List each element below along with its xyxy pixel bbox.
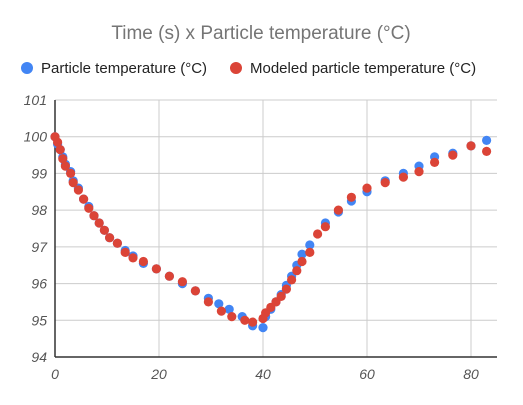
data-point <box>380 178 390 188</box>
data-point <box>203 297 213 307</box>
axes <box>54 100 497 358</box>
data-point <box>224 304 234 314</box>
data-point <box>105 233 115 243</box>
data-point <box>398 172 408 182</box>
data-point <box>214 299 224 309</box>
data-point <box>313 229 323 239</box>
chart-title: Time (s) x Particle temperature (°C) <box>111 23 410 44</box>
x-tick-label: 80 <box>463 366 479 382</box>
legend: Particle temperature (°C) Modeled partic… <box>21 60 476 77</box>
y-tick-label: 99 <box>31 165 47 181</box>
data-point <box>151 264 161 274</box>
tick-labels: 94 95 96 97 98 99 100 101 0 20 40 60 80 <box>24 92 479 382</box>
data-point <box>177 277 187 287</box>
data-point <box>55 145 65 155</box>
x-tick-label: 20 <box>150 366 167 382</box>
data-point <box>66 168 76 178</box>
series-particle-temperature <box>50 132 492 333</box>
data-point <box>60 161 70 171</box>
x-tick-label: 40 <box>255 366 271 382</box>
y-tick-label: 98 <box>31 202 47 218</box>
y-tick-label: 94 <box>31 349 47 365</box>
data-point <box>58 154 68 164</box>
data-point <box>99 225 109 235</box>
data-point <box>362 183 372 193</box>
data-point <box>258 323 268 333</box>
data-point <box>297 256 307 267</box>
data-point <box>68 178 78 188</box>
data-point <box>84 203 94 213</box>
x-tick-label: 0 <box>51 366 59 382</box>
data-point <box>138 256 148 267</box>
data-point <box>346 192 356 202</box>
data-point <box>248 317 258 327</box>
data-point <box>164 271 174 281</box>
data-point <box>227 312 237 322</box>
data-point <box>128 253 138 263</box>
data-point <box>297 249 307 259</box>
data-point <box>305 247 315 257</box>
data-point <box>466 141 476 151</box>
data-point <box>190 286 200 296</box>
data-point <box>276 291 286 301</box>
data-point <box>79 194 89 204</box>
data-point <box>94 218 104 228</box>
data-point <box>112 238 122 248</box>
data-point <box>281 284 291 294</box>
y-tick-label: 95 <box>31 312 47 328</box>
y-tick-label: 101 <box>24 92 47 108</box>
legend-marker-particle-temperature <box>21 62 33 74</box>
data-point <box>89 211 99 221</box>
data-point <box>120 247 130 257</box>
y-tick-label: 96 <box>31 276 47 292</box>
data-point <box>292 266 302 276</box>
y-tick-label: 97 <box>31 239 48 255</box>
data-point <box>430 157 440 167</box>
series-modeled-particle-temperature <box>50 132 492 327</box>
legend-label-particle-temperature: Particle temperature (°C) <box>41 60 207 77</box>
data-point <box>333 205 343 215</box>
data-point <box>482 135 492 145</box>
data-point <box>73 185 83 195</box>
gridlines <box>55 99 497 357</box>
data-point <box>482 146 492 156</box>
legend-label-modeled-particle-temperature: Modeled particle temperature (°C) <box>250 60 476 77</box>
y-tick-label: 100 <box>24 129 48 145</box>
x-tick-label: 60 <box>359 366 375 382</box>
data-point <box>53 137 63 147</box>
data-point <box>216 306 226 316</box>
data-point <box>414 167 424 177</box>
data-point <box>240 315 250 325</box>
legend-marker-modeled-particle-temperature <box>230 62 242 74</box>
data-point <box>305 240 315 250</box>
data-point <box>287 275 297 285</box>
data-point <box>320 222 330 232</box>
data-series <box>50 132 492 333</box>
data-point <box>448 150 458 160</box>
